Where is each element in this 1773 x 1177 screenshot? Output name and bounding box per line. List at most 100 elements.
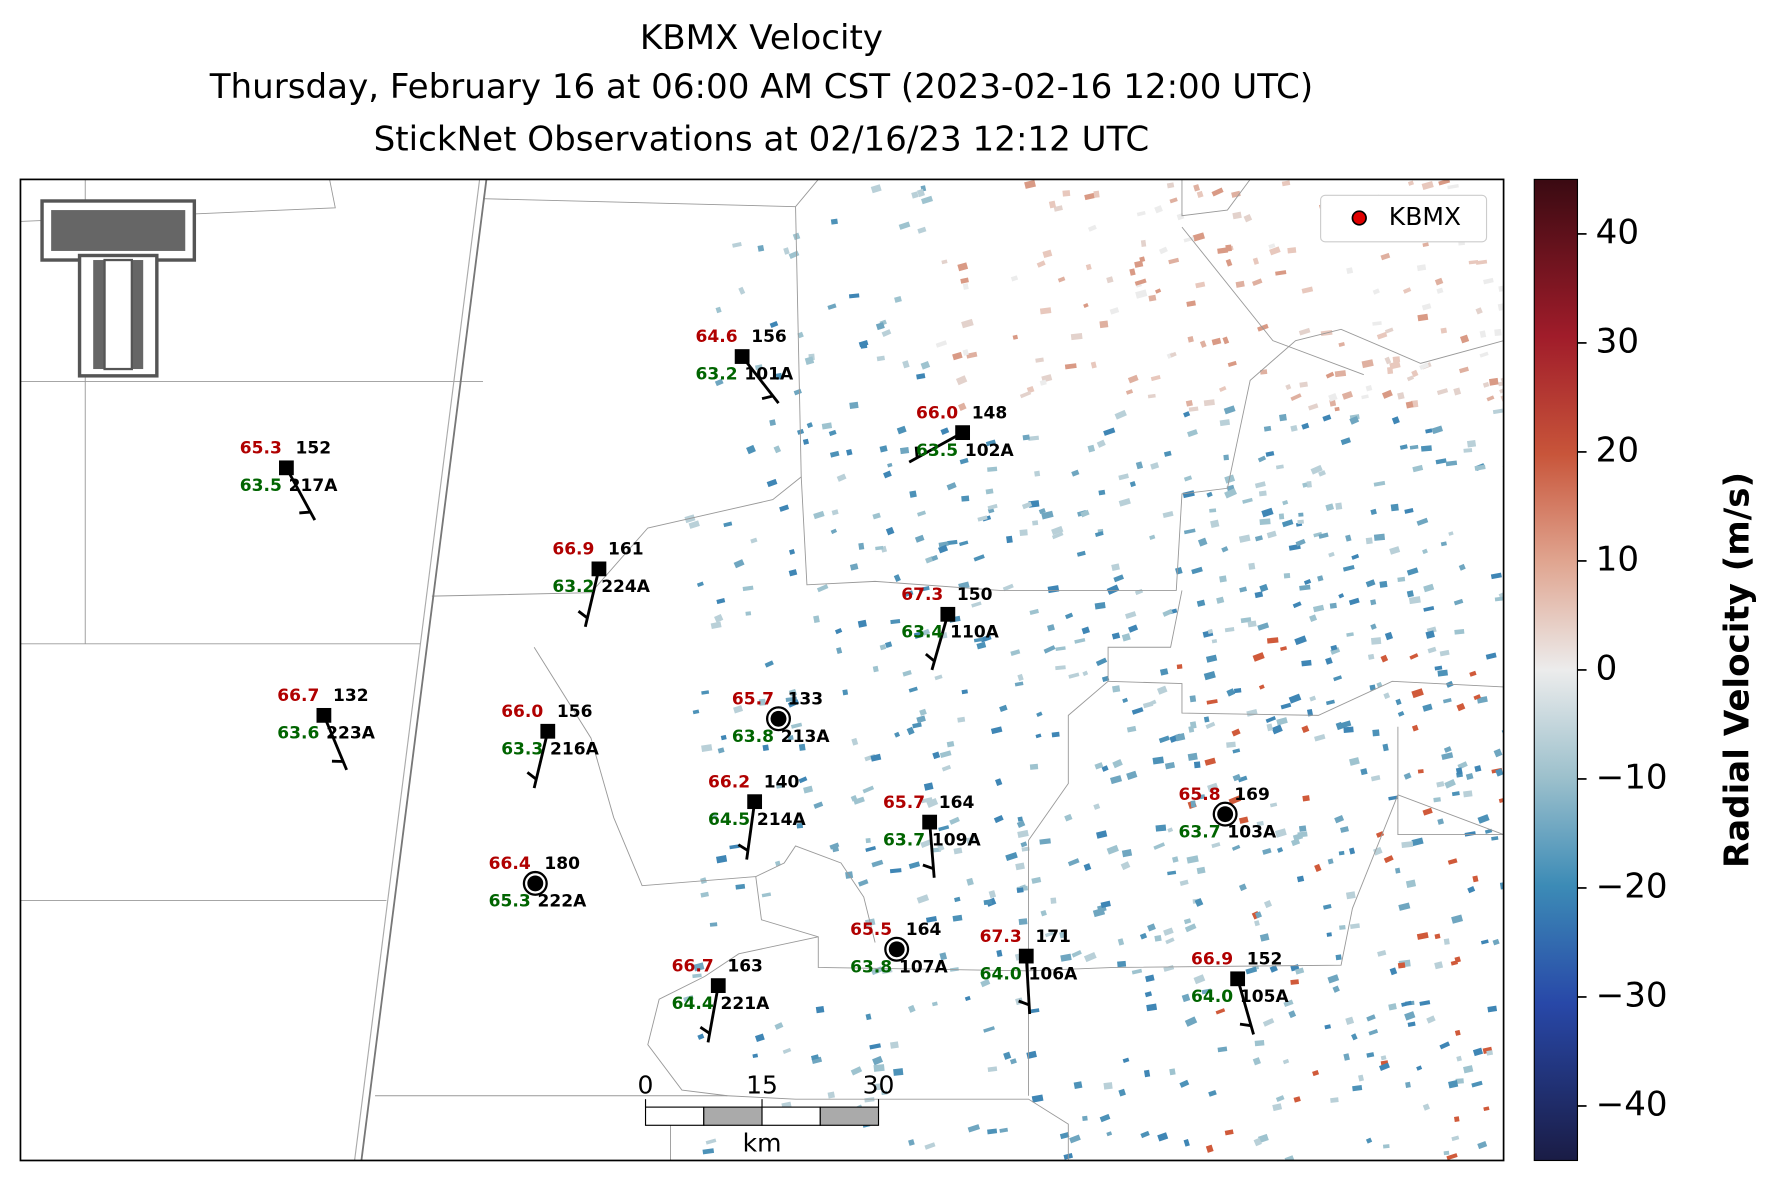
- radar-echo: [1399, 444, 1408, 450]
- scale-segment: [644, 1106, 705, 1126]
- radar-echo: [1348, 847, 1356, 855]
- radar-echo: [1106, 276, 1114, 284]
- radar-echo: [1134, 260, 1144, 268]
- radar-echo: [1306, 480, 1312, 488]
- radar-echo: [1059, 931, 1068, 939]
- radar-echo: [869, 1043, 881, 1050]
- radar-echo: [1416, 1065, 1423, 1071]
- radar-echo: [1223, 454, 1230, 461]
- radar-echo: [1152, 756, 1164, 765]
- title: KBMX Velocity: [640, 18, 883, 58]
- radar-echo: [925, 916, 937, 923]
- county-lines: [20, 179, 1504, 1161]
- radar-echo: [1166, 182, 1175, 189]
- radar-echo: [931, 1001, 938, 1007]
- radar-echo: [1216, 596, 1225, 604]
- temperature: 66.9: [552, 540, 594, 560]
- colorbar-tick-label: 10: [1596, 539, 1639, 579]
- radar-echo: [1380, 252, 1391, 261]
- radar-echo: [1309, 614, 1318, 623]
- radar-echo: [896, 425, 907, 435]
- radar-echo: [1370, 599, 1377, 606]
- radar-echo: [1409, 653, 1419, 660]
- radar-echo: [1443, 1150, 1450, 1156]
- radar-echo: [1071, 469, 1080, 477]
- radar-echo: [876, 355, 885, 362]
- radar-echo: [1451, 1135, 1460, 1142]
- temperature: 67.3: [980, 927, 1022, 947]
- radar-echo: [1360, 768, 1368, 776]
- radar-echo: [1431, 425, 1444, 435]
- station-id: 101A: [744, 365, 794, 385]
- radar-echo: [1365, 385, 1373, 392]
- radar-echo: [1084, 192, 1095, 201]
- radar-echo: [1345, 534, 1352, 542]
- radar-echo: [1456, 702, 1466, 712]
- map-background: [20, 179, 1504, 1161]
- radar-echo: [1195, 281, 1206, 289]
- radar-echo: [738, 286, 746, 295]
- radar-echo: [954, 896, 961, 903]
- radar-echo: [1406, 590, 1414, 598]
- temperature: 65.3: [240, 439, 282, 459]
- radar-echo: [857, 619, 867, 628]
- radar-echo: [1169, 351, 1177, 358]
- radar-echo: [1301, 286, 1314, 294]
- temperature: 65.8: [1179, 785, 1221, 805]
- radar-echo: [849, 401, 859, 410]
- radar-echo: [723, 521, 733, 528]
- colorbar-tick-label: 0: [1596, 648, 1618, 688]
- radar-echo: [796, 822, 804, 829]
- radar-echo: [1096, 439, 1106, 448]
- radar-echo: [1426, 1015, 1436, 1024]
- radar-echo: [1238, 816, 1249, 824]
- scale-label: 30: [863, 1071, 895, 1100]
- radar-echo: [1094, 602, 1106, 610]
- radar-echo: [1009, 1058, 1017, 1065]
- radar-echo: [803, 785, 814, 794]
- station-value: 164: [906, 920, 942, 940]
- radar-echo: [1314, 734, 1326, 742]
- radar-echo: [1118, 497, 1131, 507]
- radar-echo: [1444, 779, 1456, 789]
- radar-echo: [806, 422, 813, 429]
- temperature: 66.9: [1191, 950, 1233, 970]
- radar-echo: [775, 782, 784, 789]
- radar-echo: [1471, 1080, 1483, 1088]
- radar-echo: [1142, 701, 1154, 709]
- radar-echo: [1125, 611, 1137, 620]
- radar-echo: [1232, 773, 1242, 782]
- radar-echo: [1463, 1065, 1474, 1074]
- radar-echo: [917, 226, 927, 234]
- radar-echo: [1370, 637, 1382, 645]
- radar-echo: [1186, 855, 1199, 864]
- radar-echo: [1096, 830, 1108, 839]
- radar-echo: [1268, 243, 1276, 249]
- radar-echo: [961, 689, 968, 695]
- radar-echo: [1070, 333, 1083, 341]
- radar-echo: [1219, 419, 1230, 427]
- radar-echo: [1348, 597, 1360, 606]
- station-id: 103A: [1227, 822, 1277, 842]
- radar-echo: [908, 861, 921, 869]
- radar-echo: [1350, 923, 1360, 929]
- radar-echo: [830, 528, 838, 535]
- radar-echo: [1493, 748, 1503, 758]
- radar-echo: [973, 637, 983, 643]
- radar-echo: [758, 698, 766, 706]
- radar-echo: [1307, 403, 1319, 411]
- radar-echo: [1318, 470, 1326, 477]
- radar-echo: [1228, 795, 1242, 805]
- radar-echo: [939, 750, 952, 758]
- station-marker: [955, 425, 971, 441]
- dewpoint: 65.3: [489, 892, 531, 912]
- radar-echo: [1183, 411, 1191, 418]
- radar-echo: [916, 715, 926, 724]
- radar-echo: [816, 584, 829, 593]
- radar-echo: [1090, 361, 1097, 369]
- dewpoint: 63.6: [277, 724, 319, 744]
- radar-echo: [966, 351, 978, 359]
- station-value: 164: [939, 793, 975, 813]
- radar-echo: [1259, 583, 1269, 593]
- scale-segment: [703, 1106, 763, 1126]
